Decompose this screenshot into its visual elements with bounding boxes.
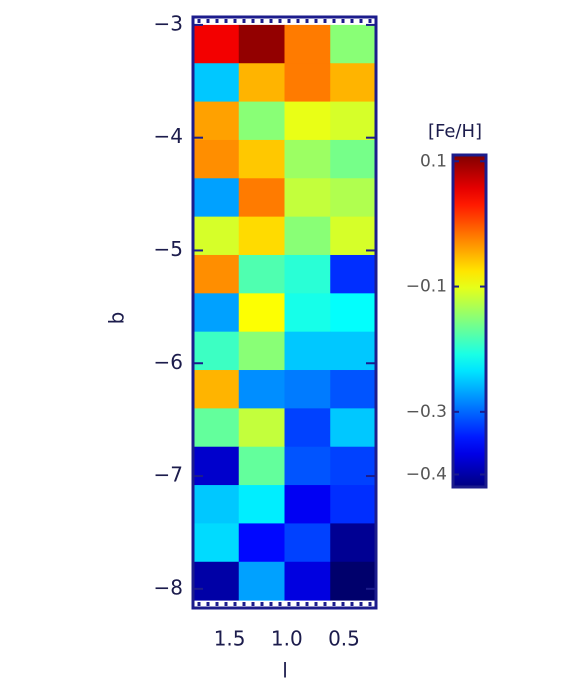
y-tick-label: −3: [154, 11, 183, 35]
heatmap-cell: [238, 331, 285, 371]
x-tick-label: 1.5: [214, 627, 246, 651]
heatmap-cell: [284, 331, 331, 371]
heatmap-cell: [238, 101, 285, 141]
y-tick-label: −5: [154, 237, 183, 261]
heatmap-cell: [193, 370, 240, 409]
heatmap-cell: [284, 485, 331, 524]
heatmap-cell: [284, 63, 331, 103]
heatmap-cell: [330, 63, 377, 103]
y-tick-label: −4: [154, 124, 183, 148]
heatmap-cell: [284, 139, 331, 179]
heatmap-cell: [238, 485, 285, 524]
heatmap-cell: [193, 485, 240, 524]
plot-frame: [191, 15, 378, 610]
heatmap-cell: [238, 370, 285, 409]
heatmap-cell: [330, 293, 377, 333]
heatmap-cell: [193, 523, 240, 563]
heatmap-cell: [330, 561, 377, 601]
heatmap-cell: [193, 63, 240, 103]
heatmap-cell: [193, 101, 240, 141]
heatmap-cell: [193, 446, 240, 486]
heatmap-cell: [193, 24, 240, 64]
x-tick-label: 1.0: [271, 627, 303, 651]
heatmap-cell: [284, 370, 331, 409]
heatmap-cell: [330, 178, 377, 218]
heatmap-cell: [238, 293, 285, 333]
heatmap-cell: [284, 254, 331, 294]
heatmap-cell: [238, 63, 285, 103]
colorbar-tick-label: −0.3: [406, 402, 447, 422]
heatmap-cell: [193, 331, 240, 371]
x-axis-label: l: [282, 659, 288, 683]
colorbar-tick-label: −0.1: [406, 277, 447, 297]
colorbar-label: [Fe/H]: [428, 121, 482, 142]
y-tick-label: −7: [154, 463, 183, 487]
heatmap-cell: [330, 523, 377, 563]
heatmap-cell: [284, 101, 331, 141]
y-tick-label: −8: [154, 575, 183, 599]
heatmap-cell: [193, 408, 240, 448]
heatmap-cell: [284, 216, 331, 256]
heatmap-cell: [330, 139, 377, 179]
heatmap-cell: [238, 24, 285, 64]
heatmap-cell: [284, 446, 331, 486]
heatmap-cell: [238, 561, 285, 601]
colorbar-tick-label: 0.1: [420, 151, 447, 171]
heatmap-cell: [193, 216, 240, 256]
heatmap-cell: [330, 370, 377, 409]
heatmap-cell: [330, 254, 377, 294]
heatmap-cell: [193, 254, 240, 294]
heatmap-cell: [238, 216, 285, 256]
heatmap-cell: [330, 101, 377, 141]
heatmap-cell: [238, 254, 285, 294]
heatmap-cell: [284, 561, 331, 601]
heatmap-cell: [284, 24, 331, 64]
heatmap-cell: [284, 408, 331, 448]
heatmap-cell: [284, 523, 331, 563]
heatmap-cell: [330, 485, 377, 524]
y-tick-label: −6: [154, 350, 183, 374]
heatmap-cell: [193, 178, 240, 218]
heatmap-cell: [284, 293, 331, 333]
heatmap-cell: [330, 331, 377, 371]
heatmap-cell: [238, 523, 285, 563]
heatmap-cell: [330, 216, 377, 256]
heatmap-cell: [193, 293, 240, 333]
colorbar: [451, 153, 488, 489]
heatmap-cell: [284, 178, 331, 218]
x-tick-label: 0.5: [328, 627, 360, 651]
heatmap-cell: [330, 408, 377, 448]
heatmap-cell: [330, 446, 377, 486]
heatmap-cell: [238, 408, 285, 448]
heatmap-cell: [330, 24, 377, 64]
heatmap-cell: [193, 139, 240, 179]
heatmap-cell: [238, 178, 285, 218]
colorbar-tick-label: −0.4: [406, 464, 447, 484]
heatmap-cell: [193, 561, 240, 601]
y-axis-label: b: [105, 312, 129, 325]
heatmap-cell: [238, 139, 285, 179]
heatmap-cell: [238, 446, 285, 486]
